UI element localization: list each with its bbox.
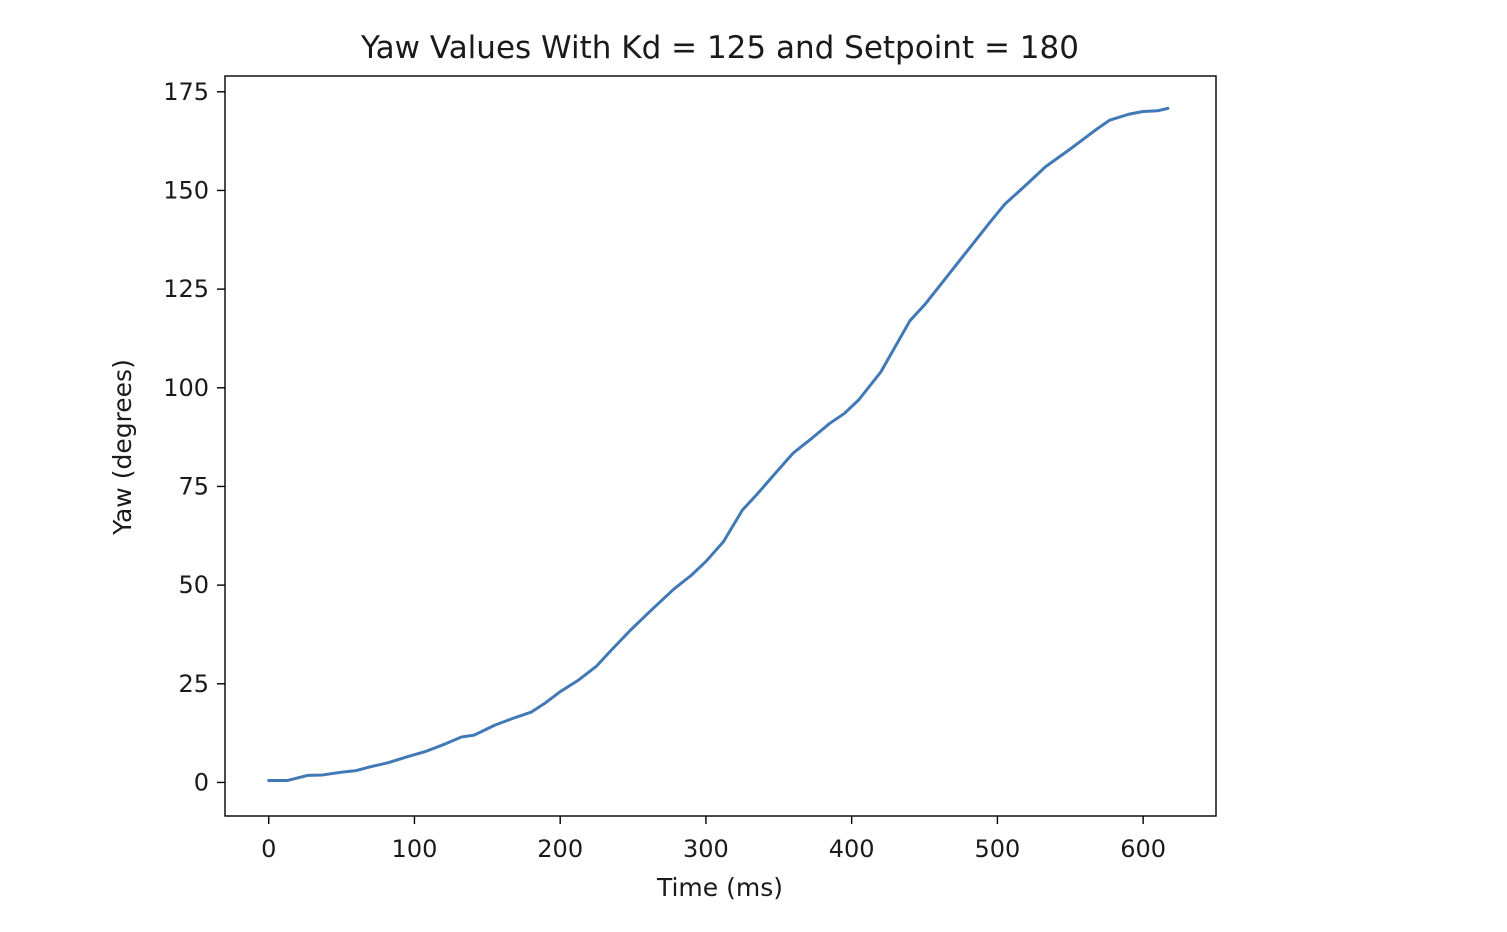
x-tick-label: 200 — [537, 835, 583, 863]
y-axis-label: Yaw (degrees) — [108, 359, 137, 536]
plot-frame — [224, 75, 1217, 817]
y-tick-label: 75 — [178, 472, 209, 500]
chart-title: Yaw Values With Kd = 125 and Setpoint = … — [360, 30, 1079, 66]
x-tick-label: 0 — [261, 835, 276, 863]
y-tick-label: 25 — [178, 670, 209, 698]
y-tick-label: 0 — [194, 768, 209, 796]
y-tick-label: 175 — [163, 78, 209, 106]
y-tick-label: 125 — [163, 275, 209, 303]
x-tick-label: 400 — [829, 835, 875, 863]
y-tick-label: 150 — [163, 176, 209, 204]
x-axis-label: Time (ms) — [656, 873, 783, 902]
y-tick-label: 50 — [178, 571, 209, 599]
yaw-series-line — [267, 106, 1170, 782]
x-tick-label: 600 — [1120, 835, 1166, 863]
y-axis: 0 25 50 75 100 125 150 175 — [163, 78, 225, 796]
plot-area — [267, 106, 1170, 782]
x-tick-label: 300 — [683, 835, 729, 863]
x-tick-label: 500 — [974, 835, 1020, 863]
y-tick-label: 100 — [163, 374, 209, 402]
x-tick-label: 100 — [392, 835, 438, 863]
x-axis: 0 100 200 300 400 500 600 — [261, 816, 1166, 863]
